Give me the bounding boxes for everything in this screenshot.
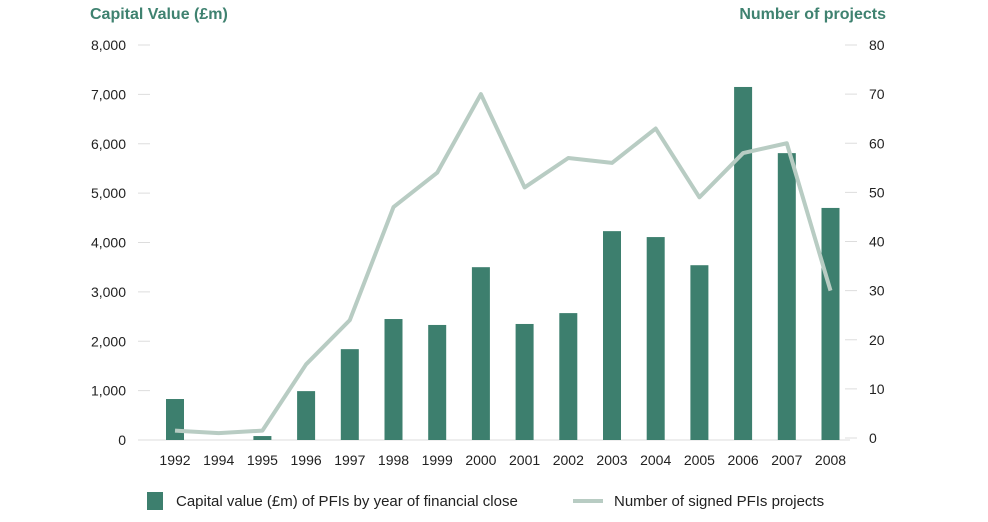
legend: Capital value (£m) of PFIs by year of fi… (147, 492, 824, 510)
x-tick-label: 2007 (771, 452, 802, 468)
left-axis-title: Capital Value (£m) (90, 6, 228, 23)
right-tick-label: 80 (869, 37, 885, 53)
right-tick-label: 20 (869, 332, 885, 348)
bar-2008 (821, 207, 840, 440)
bar-1998 (384, 319, 403, 440)
bar-2007 (777, 153, 796, 440)
left-tick-label: 4,000 (91, 235, 126, 251)
left-tick-label: 3,000 (91, 284, 126, 300)
right-tick-label: 50 (869, 184, 885, 200)
left-tick-label: 8,000 (91, 37, 126, 53)
x-tick-label: 2004 (640, 452, 671, 468)
right-tick-label: 40 (869, 234, 885, 250)
x-tick-label: 1997 (334, 452, 365, 468)
x-tick-label: 2003 (596, 452, 627, 468)
bar-2004 (646, 237, 665, 440)
right-tick-label: 0 (869, 430, 877, 446)
left-tick-label: 2,000 (91, 333, 126, 349)
bar-1992 (166, 399, 184, 440)
bar-2001 (515, 323, 534, 440)
projects-line (174, 92, 833, 436)
x-tick-label: 2005 (684, 452, 715, 468)
legend-bar-label: Capital value (£m) of PFIs by year of fi… (176, 493, 518, 510)
x-tick-label: 1999 (422, 452, 453, 468)
bar-1995 (253, 436, 272, 440)
x-tick-label: 2006 (728, 452, 759, 468)
bar-2003 (603, 231, 621, 440)
right-tick-label: 30 (869, 283, 885, 299)
bar-2000 (471, 267, 490, 440)
left-tick-label: 7,000 (91, 86, 126, 102)
bar-1996 (297, 391, 316, 440)
x-tick-label: 2002 (553, 452, 584, 468)
right-tick-label: 60 (869, 135, 885, 151)
left-tick-label: 5,000 (91, 185, 126, 201)
bar-1997 (340, 349, 359, 440)
bar-2002 (559, 313, 578, 440)
x-tick-label: 2001 (509, 452, 540, 468)
legend-line-label: Number of signed PFIs projects (614, 493, 824, 510)
x-tick-label: 1992 (159, 452, 190, 468)
right-axis-title: Number of projects (739, 6, 886, 23)
x-tick-label: 1995 (247, 452, 278, 468)
left-tick-label: 1,000 (91, 383, 126, 399)
x-tick-label: 1998 (378, 452, 409, 468)
bar-2006 (734, 86, 753, 440)
left-tick-label: 0 (118, 432, 126, 448)
right-tick-label: 10 (869, 381, 885, 397)
legend-bar-swatch (147, 492, 163, 510)
x-tick-label: 2000 (465, 452, 496, 468)
left-tick-label: 6,000 (91, 136, 126, 152)
x-tick-label: 2008 (815, 452, 846, 468)
x-tick-label: 1994 (203, 452, 234, 468)
bar-2005 (690, 265, 709, 440)
x-tick-label: 1996 (291, 452, 322, 468)
right-tick-label: 70 (869, 86, 885, 102)
bar-1999 (428, 324, 447, 440)
